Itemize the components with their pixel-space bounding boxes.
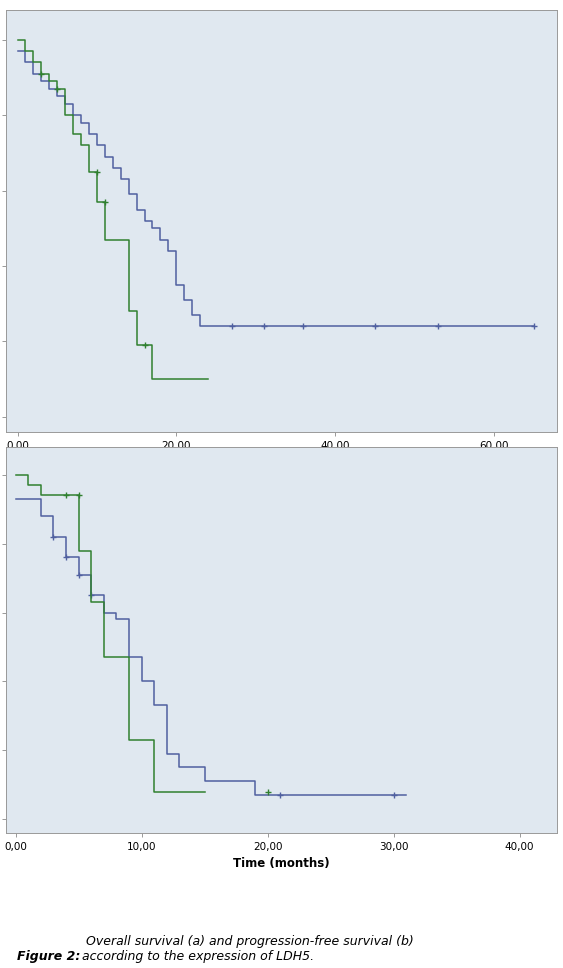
Text: Overall survival (a) and progression-free survival (b)
according to the expressi: Overall survival (a) and progression-fre… [82, 935, 413, 963]
X-axis label: Time (months): Time (months) [233, 457, 330, 469]
Text: Figure 2:: Figure 2: [17, 951, 81, 963]
X-axis label: Time (months): Time (months) [233, 858, 330, 870]
